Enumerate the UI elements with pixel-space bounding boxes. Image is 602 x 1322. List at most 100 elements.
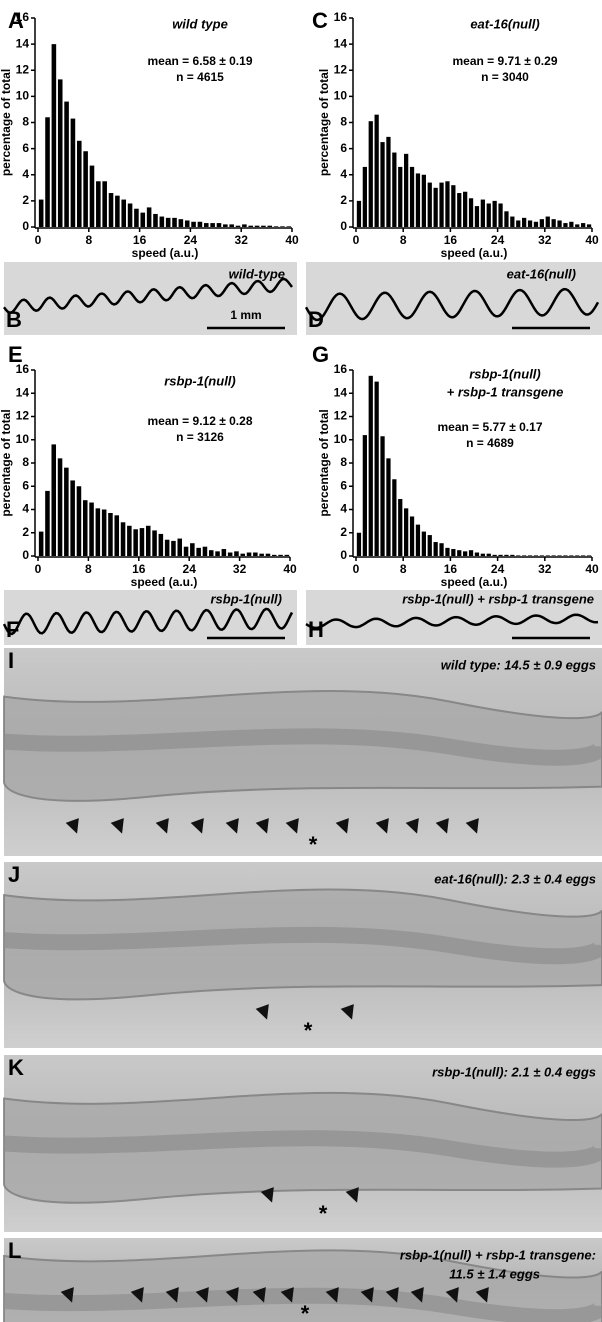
panel-letter: F [6, 617, 19, 642]
bar [51, 44, 57, 227]
bar [45, 117, 50, 227]
bar [457, 193, 462, 227]
bar [545, 216, 550, 227]
arrowhead [195, 1287, 209, 1303]
y-tick-label: 2 [340, 525, 347, 539]
bar [259, 553, 264, 556]
bar [165, 217, 171, 227]
panel-letter: H [308, 617, 324, 642]
worm-gut [3, 1130, 602, 1168]
x-tick-label: 8 [85, 233, 92, 247]
arrowhead [325, 1287, 339, 1303]
bar [474, 206, 480, 227]
annotation: mean = 5.77 ± 0.17 [438, 420, 543, 434]
track-label: eat-16(null) [507, 266, 576, 281]
bar [159, 216, 165, 227]
bar [522, 217, 527, 227]
arrowhead [405, 818, 419, 834]
bar [76, 140, 82, 227]
bar [362, 166, 367, 227]
bar [533, 221, 539, 227]
bar [427, 535, 432, 556]
panel-letter: I [8, 648, 14, 673]
bar [140, 212, 146, 227]
y-tick-label: 16 [334, 10, 348, 24]
bar [433, 187, 438, 227]
bar [265, 553, 271, 556]
worm-body [2, 1091, 602, 1204]
track-label: rsbp-1(null) + rsbp-1 transgene [402, 591, 594, 606]
annotation: n = 3126 [176, 430, 224, 444]
bar [172, 217, 177, 227]
y-tick-label: 6 [340, 478, 347, 492]
panel-letter: K [8, 1055, 24, 1080]
bar [208, 550, 214, 556]
bar [267, 225, 273, 227]
bar [115, 195, 120, 227]
bar [439, 182, 444, 227]
panel-letter: A [8, 8, 24, 33]
x-tick-label: 40 [285, 233, 299, 247]
bar [57, 79, 63, 227]
bar [153, 213, 158, 227]
bar [404, 508, 409, 556]
y-tick-label: 8 [340, 455, 347, 469]
arrowhead [445, 1287, 459, 1303]
x-tick-label: 16 [444, 233, 458, 247]
bar [278, 554, 283, 556]
bar [457, 550, 462, 556]
bar [158, 533, 164, 556]
bar [433, 542, 438, 556]
bar [539, 555, 544, 556]
bar [451, 549, 456, 556]
y-axis-label: percentage of total [317, 409, 331, 516]
y-tick-label: 12 [334, 409, 348, 423]
panel-letter: J [8, 862, 20, 887]
arrowhead [190, 818, 204, 834]
photo-caption: wild type: 14.5 ± 0.9 eggs [441, 657, 596, 672]
panel-letter: C [312, 8, 328, 33]
bar [203, 223, 209, 227]
arrowhead [345, 1187, 359, 1203]
arrowhead [155, 818, 169, 834]
y-axis-label: percentage of total [0, 69, 13, 176]
bar [386, 136, 391, 227]
bar [253, 552, 258, 556]
bar [70, 480, 75, 556]
y-tick-label: 0 [340, 548, 347, 562]
bar [221, 549, 227, 556]
arrowhead [360, 1287, 374, 1303]
bar [557, 220, 562, 227]
photo-caption: 11.5 ± 1.4 eggs [449, 1266, 540, 1281]
chart-title: eat-16(null) [470, 16, 539, 31]
bar [480, 199, 485, 227]
bar [89, 165, 95, 227]
bar [145, 525, 151, 556]
bar [197, 221, 203, 227]
worm-track [3, 277, 293, 315]
bar [486, 203, 491, 227]
bar [95, 508, 101, 556]
marker: * [319, 1201, 328, 1226]
y-tick-label: 14 [16, 36, 30, 50]
x-tick-label: 24 [184, 233, 198, 247]
bar [286, 226, 292, 227]
bar [242, 224, 247, 227]
x-axis-label: speed (a.u.) [441, 575, 508, 589]
y-tick-label: 14 [334, 385, 348, 399]
arrowhead [385, 1287, 399, 1303]
y-tick-label: 8 [22, 455, 29, 469]
bar [575, 555, 580, 556]
bar [368, 121, 373, 227]
bar [539, 219, 544, 227]
scale-label: 1 mm [230, 308, 261, 322]
x-tick-label: 24 [183, 562, 197, 576]
bar [480, 553, 485, 556]
bar [134, 208, 139, 227]
bar [152, 530, 157, 556]
bar [362, 435, 367, 556]
x-tick-label: 40 [585, 562, 599, 576]
chart-title: rsbp-1(null) [469, 366, 541, 381]
y-tick-label: 16 [16, 362, 30, 376]
bar [427, 182, 432, 227]
